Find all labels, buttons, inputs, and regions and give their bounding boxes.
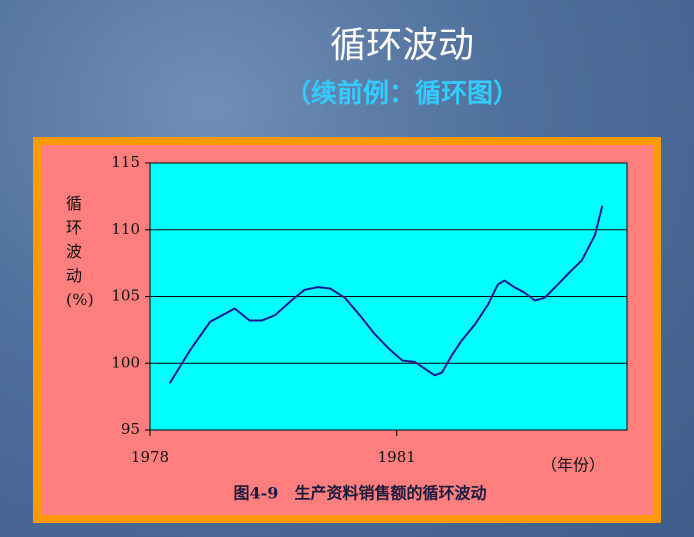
- y-tick-label: 100: [111, 353, 140, 371]
- caption: 图4-9 生产资料销售额的循环波动: [234, 484, 487, 503]
- y-tick-label: 115: [111, 153, 140, 171]
- y-tick-label: 110: [111, 220, 140, 238]
- x-axis-label: （年份）: [541, 456, 605, 475]
- data-line: [168, 205, 604, 384]
- x-tick-label: 1978: [131, 448, 169, 466]
- y-axis-label: 循环波动(%): [66, 194, 94, 309]
- x-tick-label: 1981: [378, 448, 416, 466]
- slide-title: 循环波动: [330, 25, 474, 66]
- slide-subtitle: （续前例：循环图）: [285, 78, 519, 109]
- y-tick-label: 105: [111, 287, 140, 305]
- y-tick-label: 95: [121, 420, 140, 438]
